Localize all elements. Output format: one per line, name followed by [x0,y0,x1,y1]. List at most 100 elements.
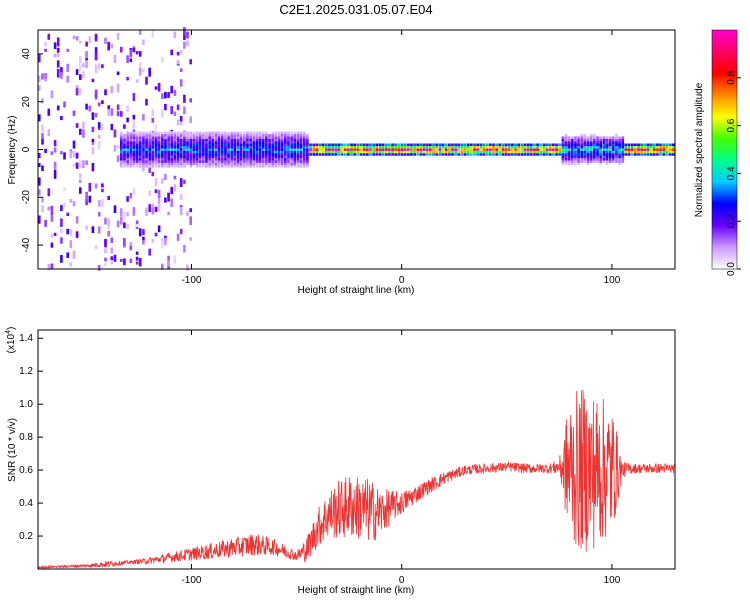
heatmap-cell [372,153,375,156]
heatmap-cell [239,160,243,163]
heatmap-cell [164,174,167,181]
heatmap-cell [224,148,227,151]
heatmap-cell [545,153,549,156]
heatmap-cell [435,145,438,149]
heatmap-cell [347,143,350,147]
heatmap-cell [126,105,129,112]
heatmap-cell [574,143,577,147]
heatmap-cell [366,143,369,147]
spectrogram-x-ticks: -100 0 100 [181,30,621,286]
heatmap-cell [173,134,177,137]
heatmap-cell [202,131,205,135]
heatmap-cell [227,153,230,156]
heatmap-cell [179,68,183,72]
heatmap-cell [60,218,63,227]
heatmap-cell [53,147,57,153]
heatmap-cell [618,136,621,139]
heatmap-cell [340,145,344,149]
heatmap-cell [451,150,454,154]
heatmap-cell [334,148,338,151]
heatmap-cell [135,131,139,135]
heatmap-cell [252,165,256,168]
heatmap-cell [167,150,170,154]
heatmap-cell [135,160,139,163]
heatmap-cell [126,162,129,166]
heatmap-cell [570,155,574,159]
heatmap-cell [192,157,196,161]
heatmap-cell [107,230,110,237]
heatmap-cell [186,141,189,144]
heatmap-cell [151,138,155,142]
heatmap-cell [170,49,173,56]
heatmap-cell [435,148,438,151]
heatmap-cell [148,138,152,142]
heatmap-cell [366,145,369,149]
heatmap-cell [265,165,268,168]
heatmap-cell [126,134,129,137]
heatmap-cell [243,131,246,135]
heatmap-cell [72,163,76,167]
y-tick-label: 1.4 [19,333,33,344]
heatmap-cell [290,141,293,144]
heatmap-cell [236,148,240,151]
heatmap-cell [189,131,193,135]
heatmap-cell [580,157,584,161]
heatmap-cell [429,150,432,154]
heatmap-cell [511,143,514,147]
heatmap-cell [517,143,520,147]
heatmap-cell [343,150,347,154]
heatmap-cell [157,160,161,163]
heatmap-cell [261,136,265,139]
heatmap-cell [277,134,281,137]
heatmap-cell [183,106,186,115]
heatmap-cell [504,143,508,147]
y-tick-label: -40 [21,237,32,252]
heatmap-cell [116,83,120,93]
heatmap-cell [198,153,202,156]
heatmap-cell [183,160,186,163]
heatmap-cell [135,51,139,55]
heatmap-cell [123,143,126,147]
heatmap-cell [44,219,47,227]
heatmap-cell [239,165,243,168]
heatmap-cell [583,155,587,159]
heatmap-cell [268,148,271,151]
heatmap-cell [243,150,246,154]
heatmap-cell [599,160,602,163]
heatmap-cell [567,145,571,149]
heatmap-cell [602,150,606,154]
heatmap-cell [189,237,192,241]
heatmap-cell [460,148,464,151]
heatmap-cell [656,143,659,147]
heatmap-cell [577,155,580,159]
heatmap-cell [173,153,177,156]
heatmap-cell [608,145,612,149]
heatmap-cell [574,136,577,139]
heatmap-cell [302,141,306,144]
heatmap-cell [79,88,82,95]
heatmap-cell [548,153,552,156]
heatmap-cell [460,153,464,156]
heatmap-cell [271,136,275,139]
heatmap-cell [618,160,621,163]
heatmap-cell [164,160,167,163]
heatmap-cell [325,148,328,151]
heatmap-cell [384,143,388,147]
heatmap-cell [252,162,256,166]
heatmap-cell [243,145,246,149]
heatmap-cell [261,162,265,166]
heatmap-cell [615,141,618,144]
heatmap-cell [574,157,577,161]
heatmap-cell [605,162,609,166]
heatmap-cell [154,160,158,163]
heatmap-cell [233,143,237,147]
heatmap-cell [485,153,489,156]
heatmap-cell [205,141,208,144]
heatmap-cell [618,150,621,154]
heatmap-cell [164,143,167,147]
heatmap-cell [205,143,208,147]
heatmap-cell [438,143,442,147]
heatmap-cell [611,143,615,147]
heatmap-cell [249,150,252,154]
heatmap-cell [596,138,599,142]
